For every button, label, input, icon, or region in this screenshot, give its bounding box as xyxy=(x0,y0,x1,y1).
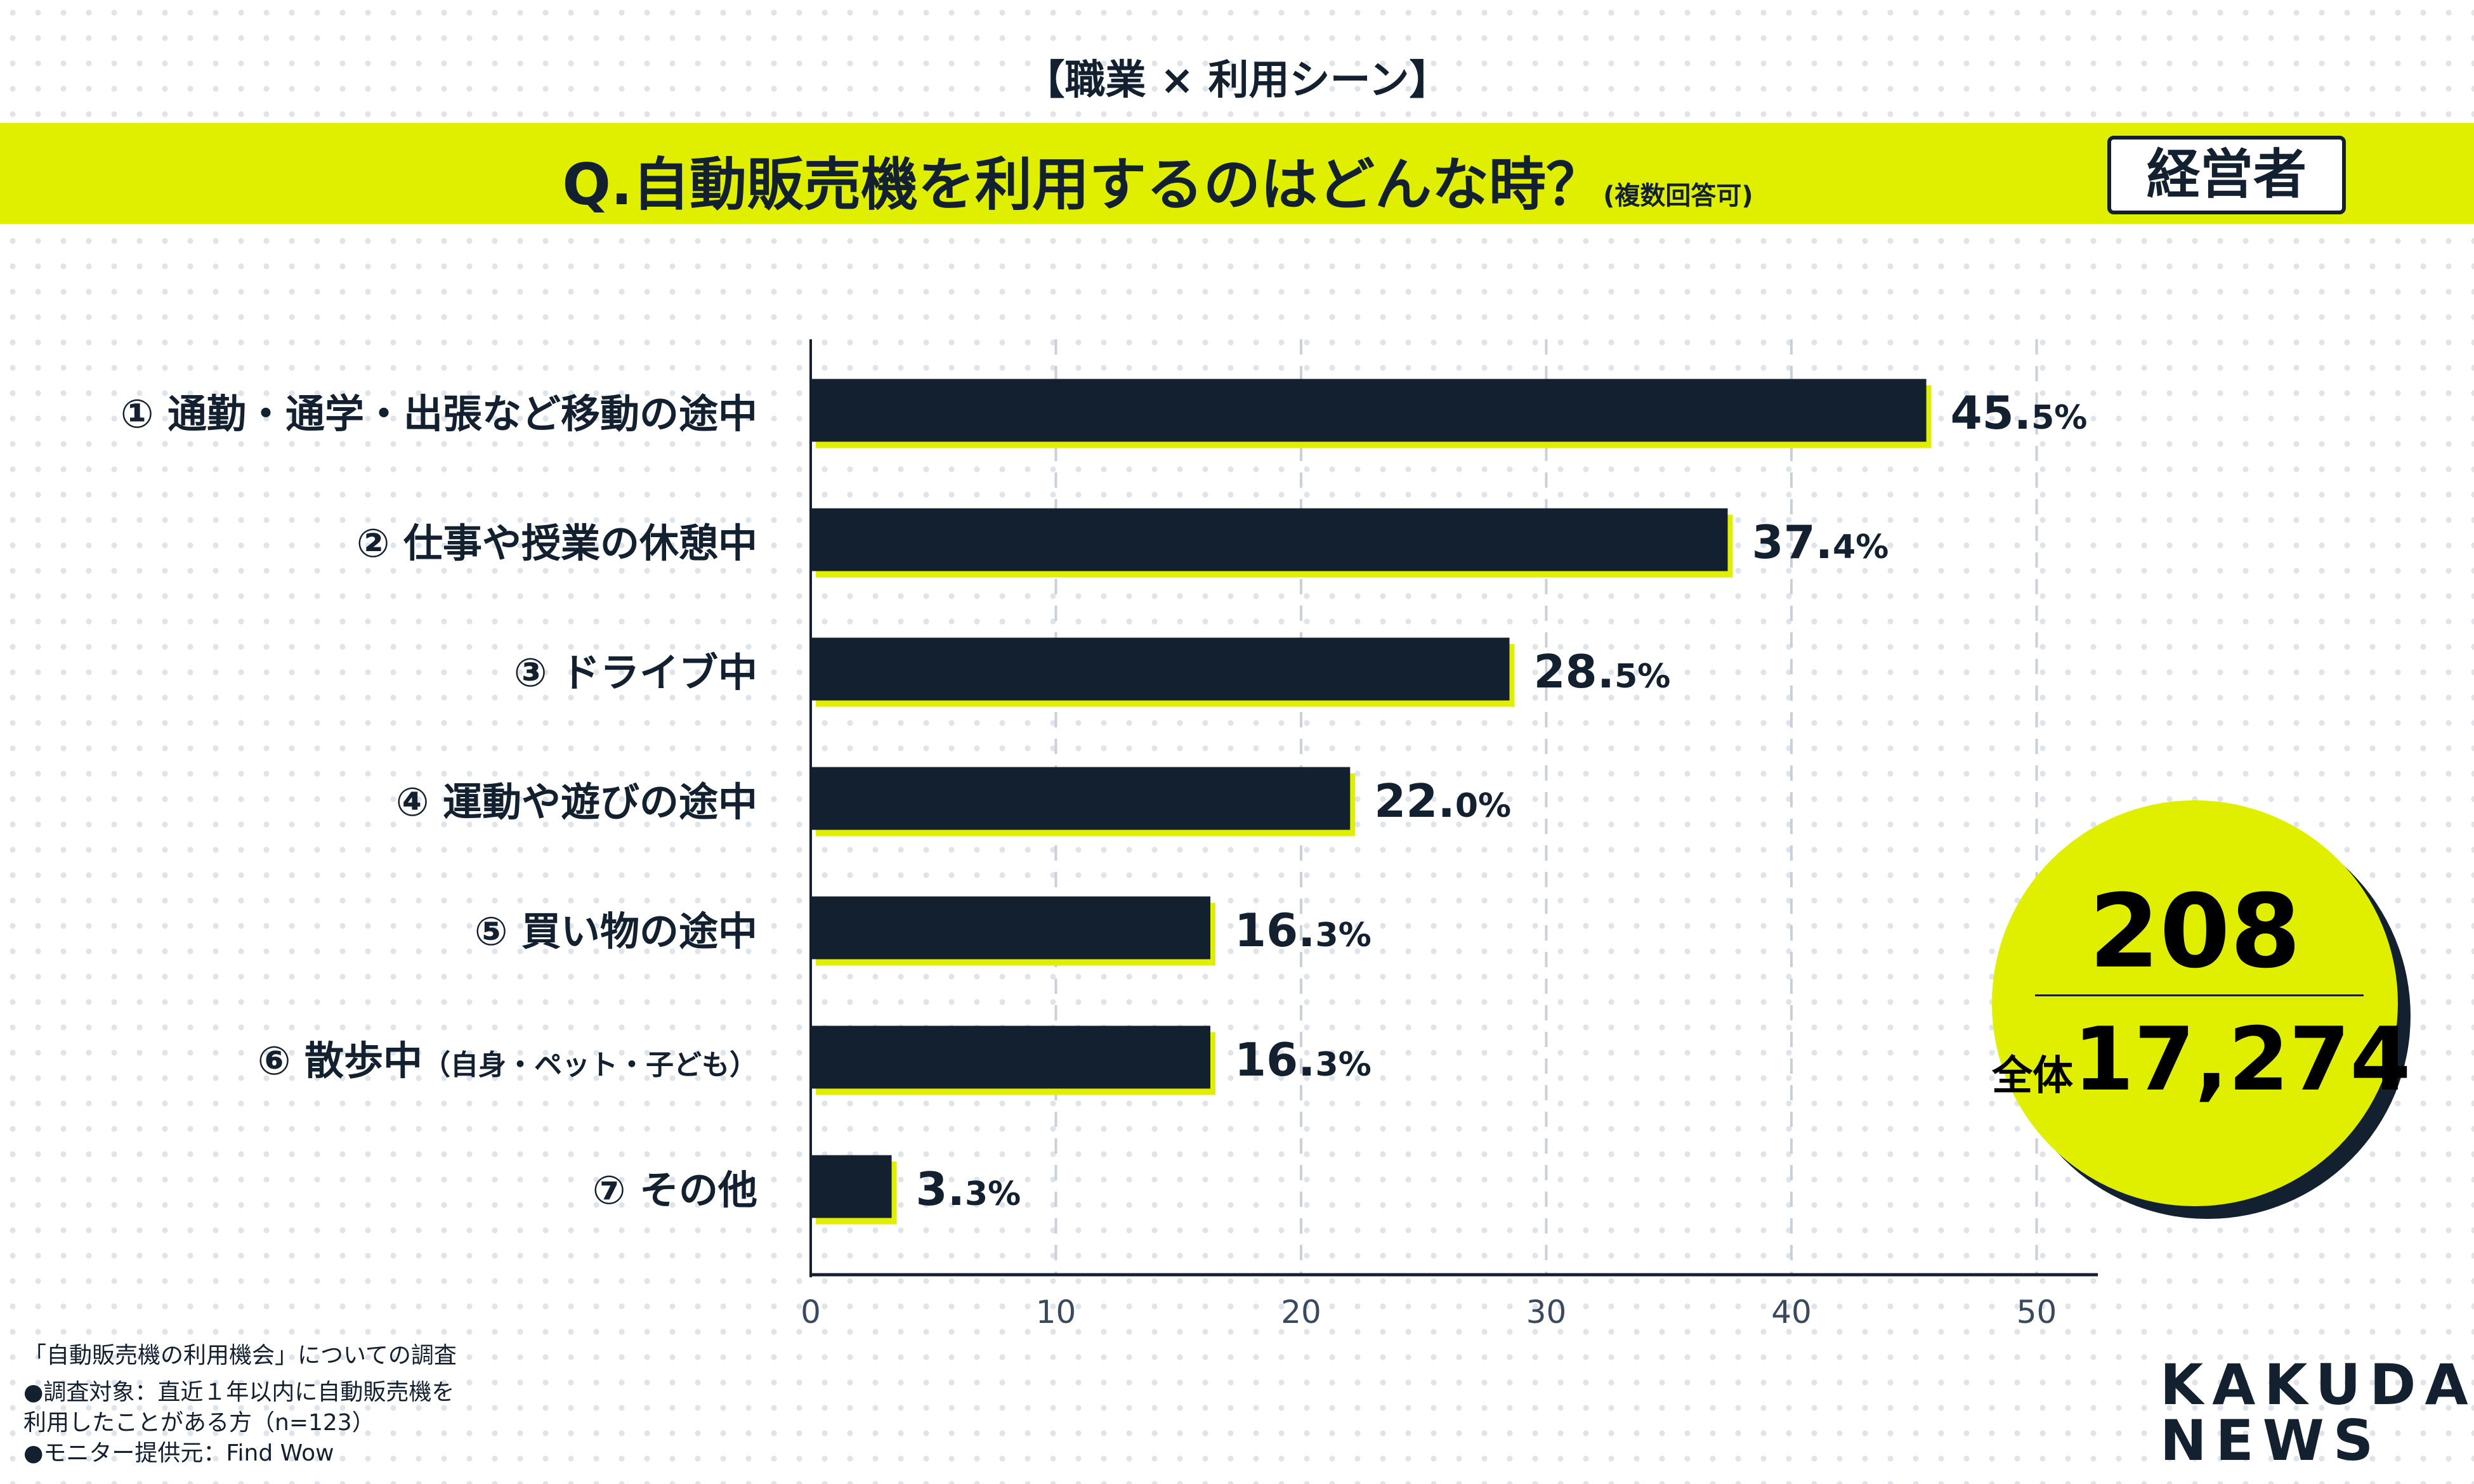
value-int: 16. xyxy=(1234,904,1316,957)
category-label: ⑤ 買い物の途中 xyxy=(475,899,757,956)
category-number: ⑤ xyxy=(474,908,508,954)
category-label: ③ ドライブ中 xyxy=(514,641,757,698)
footer-provider: ●モニター提供元：Find Wow xyxy=(23,1440,334,1466)
total-count: 全体17,274 xyxy=(1992,1008,2411,1110)
category-number: ① xyxy=(120,391,154,437)
footer-survey-title: 「自動販売機の利用機会」についての調査 xyxy=(23,1343,457,1369)
value-label: 3.3% xyxy=(916,1162,1021,1216)
value-label: 28.5% xyxy=(1534,645,1671,698)
summary-circle xyxy=(1992,800,2398,1206)
value-label: 22.0% xyxy=(1374,774,1511,828)
total-value: 17,274 xyxy=(2073,1008,2411,1110)
category-number: ⑦ xyxy=(592,1167,626,1213)
value-label: 16.3% xyxy=(1234,1033,1371,1086)
category-label: ⑥ 散歩中（自身・ペット・子ども） xyxy=(258,1029,757,1086)
value-decimal: 3% xyxy=(1315,916,1371,954)
title-band xyxy=(0,123,2474,224)
category-label: ② 仕事や授業の休憩中 xyxy=(357,511,757,568)
value-decimal: 5% xyxy=(1614,658,1671,696)
logo-line1: KAKUDAI xyxy=(2160,1352,2474,1417)
category-text: ドライブ中 xyxy=(560,649,757,696)
respondent-count: 208 xyxy=(2089,872,2301,991)
category-note: （自身・ペット・子ども） xyxy=(422,1049,757,1081)
category-label: ⑦ その他 xyxy=(592,1158,757,1215)
total-label: 全体 xyxy=(1992,1053,2073,1100)
category-number: ③ xyxy=(513,649,547,696)
value-int: 16. xyxy=(1234,1033,1316,1086)
footer-target: ●調査対象：直近１年以内に自動販売機を xyxy=(23,1379,455,1405)
value-decimal: 4% xyxy=(1833,528,1889,566)
summary-divider xyxy=(2035,994,2364,996)
bar xyxy=(811,379,1927,442)
value-decimal: 3% xyxy=(1315,1046,1371,1084)
chart-subtitle: 【職業 × 利用シーン】 xyxy=(1024,57,1450,104)
value-label: 45.5% xyxy=(1951,386,2088,439)
x-tick-label: 50 xyxy=(2016,1294,2057,1331)
value-decimal: 0% xyxy=(1455,787,1512,825)
bar xyxy=(811,767,1351,830)
bar xyxy=(811,508,1728,571)
bar xyxy=(811,637,1510,701)
category-number: ⑥ xyxy=(257,1038,291,1084)
value-int: 45. xyxy=(1950,386,2032,439)
value-int: 28. xyxy=(1533,645,1615,698)
question-text: Q.自動販売機を利用するのはどんな時？ xyxy=(562,152,1604,218)
value-int: 22. xyxy=(1374,774,1455,828)
x-tick-label: 40 xyxy=(1771,1294,1812,1331)
x-tick-label: 10 xyxy=(1035,1294,1077,1331)
x-tick-label: 20 xyxy=(1281,1294,1321,1331)
value-int: 37. xyxy=(1751,516,1833,569)
value-label: 37.4% xyxy=(1752,516,1889,569)
x-tick-label: 30 xyxy=(1526,1294,1567,1331)
value-decimal: 3% xyxy=(964,1175,1021,1213)
category-text: その他 xyxy=(639,1167,757,1213)
occupation-badge: 経営者 xyxy=(2107,136,2346,214)
bar xyxy=(811,1025,1210,1089)
logo-line2: NEWS xyxy=(2160,1408,2383,1473)
category-number: ② xyxy=(356,520,390,566)
value-decimal: 5% xyxy=(2031,399,2088,437)
question-title: Q.自動販売機を利用するのはどんな時？(複数回答可) xyxy=(0,138,2315,221)
category-text: 散歩中 xyxy=(304,1038,422,1084)
category-text: 買い物の途中 xyxy=(521,908,757,954)
category-label: ① 通勤・通学・出張など移動の途中 xyxy=(121,382,757,439)
bar xyxy=(811,896,1210,960)
x-tick-label: 0 xyxy=(801,1294,821,1331)
category-text: 運動や遊びの途中 xyxy=(442,779,757,825)
kakudai-news-logo: KAKUDAI NEWS xyxy=(2160,1357,2474,1469)
category-label: ④ 運動や遊びの途中 xyxy=(396,770,757,827)
value-label: 16.3% xyxy=(1234,904,1371,957)
footer-target-cont: 利用したことがある方（n=123） xyxy=(23,1410,375,1436)
category-text: 通勤・通学・出張など移動の途中 xyxy=(167,391,757,437)
value-int: 3. xyxy=(915,1162,965,1216)
category-text: 仕事や授業の休憩中 xyxy=(403,520,757,566)
category-number: ④ xyxy=(395,779,429,825)
bar xyxy=(811,1155,892,1218)
question-note: (複数回答可) xyxy=(1603,181,1753,211)
